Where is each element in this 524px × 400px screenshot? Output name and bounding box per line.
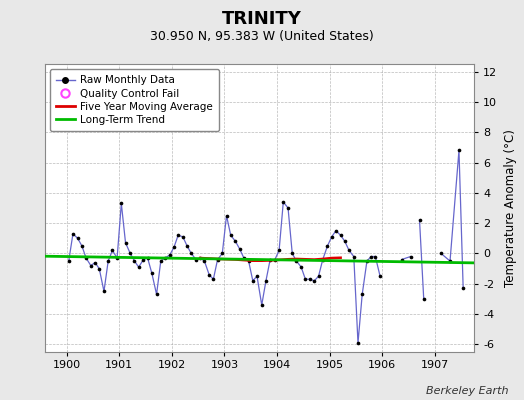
Point: [455, 147, 463, 154]
Point: [358, 291, 366, 298]
Text: 30.950 N, 95.383 W (United States): 30.950 N, 95.383 W (United States): [150, 30, 374, 43]
Point: [64, 258, 73, 264]
Point: [213, 256, 222, 263]
Point: [288, 250, 297, 257]
Point: [446, 258, 454, 264]
Point: [226, 232, 235, 238]
Point: [336, 232, 345, 238]
Point: [166, 252, 174, 258]
Point: [196, 255, 204, 261]
Point: [117, 200, 126, 207]
Point: [231, 238, 239, 244]
Point: [222, 212, 231, 219]
Point: [108, 247, 116, 254]
Point: [416, 217, 424, 223]
Point: [323, 243, 332, 249]
Point: [345, 247, 353, 254]
Point: [86, 262, 95, 269]
Point: [144, 255, 152, 261]
Point: [126, 250, 135, 257]
Point: [341, 238, 349, 244]
Point: [148, 270, 156, 276]
Point: [170, 244, 178, 251]
Point: [253, 273, 261, 280]
Point: [407, 253, 415, 260]
Point: [174, 232, 182, 238]
Point: [350, 253, 358, 260]
Point: [310, 278, 319, 284]
Point: [183, 243, 191, 249]
Point: [152, 291, 161, 298]
Point: [122, 240, 130, 246]
Point: [301, 276, 310, 282]
Point: [139, 256, 148, 263]
Text: Berkeley Earth: Berkeley Earth: [426, 386, 508, 396]
Point: [305, 276, 314, 282]
Point: [258, 302, 266, 308]
Point: [275, 247, 283, 254]
Point: [332, 228, 340, 234]
Point: [161, 255, 169, 261]
Point: [354, 340, 362, 346]
Point: [82, 255, 90, 261]
Point: [248, 278, 257, 284]
Point: [266, 256, 275, 263]
Point: [292, 258, 301, 264]
Point: [91, 259, 99, 266]
Point: [437, 250, 445, 257]
Point: [205, 272, 213, 278]
Point: [192, 256, 200, 263]
Point: [157, 258, 165, 264]
Point: [95, 266, 103, 272]
Point: [100, 288, 108, 294]
Point: [314, 273, 323, 280]
Point: [69, 230, 77, 237]
Point: [397, 256, 406, 263]
Y-axis label: Temperature Anomaly (°C): Temperature Anomaly (°C): [504, 129, 517, 287]
Point: [113, 255, 122, 261]
Point: [297, 264, 305, 270]
Point: [187, 250, 195, 257]
Legend: Raw Monthly Data, Quality Control Fail, Five Year Moving Average, Long-Term Tren: Raw Monthly Data, Quality Control Fail, …: [50, 69, 219, 131]
Point: [244, 258, 253, 264]
Point: [271, 256, 279, 263]
Point: [420, 296, 428, 302]
Point: [319, 256, 327, 263]
Point: [284, 205, 292, 211]
Point: [376, 273, 384, 280]
Point: [279, 199, 288, 205]
Point: [179, 234, 187, 240]
Point: [328, 234, 336, 240]
Point: [363, 258, 371, 264]
Point: [367, 253, 375, 260]
Point: [104, 258, 112, 264]
Point: [78, 243, 86, 249]
Text: TRINITY: TRINITY: [222, 10, 302, 28]
Point: [371, 253, 379, 260]
Point: [135, 264, 143, 270]
Point: [200, 258, 209, 264]
Point: [235, 246, 244, 252]
Point: [262, 278, 270, 284]
Point: [459, 285, 467, 292]
Point: [209, 276, 217, 282]
Point: [239, 255, 248, 261]
Point: [218, 250, 226, 257]
Point: [130, 258, 139, 264]
Point: [73, 235, 82, 242]
